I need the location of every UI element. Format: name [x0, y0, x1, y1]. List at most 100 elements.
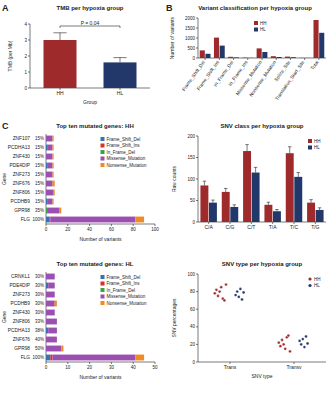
- bar: [243, 151, 251, 222]
- x-tick: [233, 58, 234, 60]
- legend-label: Nonsense_Mutation: [107, 301, 148, 306]
- x-tick-label: 50: [152, 365, 158, 370]
- point: [225, 283, 228, 286]
- y-tick-label: PCDHA13: [8, 328, 30, 333]
- bar: [47, 145, 52, 151]
- point: [289, 350, 292, 353]
- bar: [104, 62, 137, 88]
- legend-label: HL: [314, 283, 320, 288]
- y-axis-label: SNV percentages: [171, 298, 177, 338]
- y-axis-label: Raw counts: [171, 165, 177, 192]
- point: [279, 345, 282, 348]
- bar: [319, 33, 324, 58]
- bar: [46, 217, 49, 223]
- x-tick-label: T/C: [290, 224, 298, 230]
- bar: [53, 136, 54, 142]
- y-tick: [196, 200, 198, 201]
- bar: [135, 355, 144, 361]
- x-tick-label: T/A: [269, 224, 277, 230]
- y-tick-label: 2000: [185, 16, 196, 21]
- y-tick-label: 4: [24, 22, 27, 27]
- x-tick-label: 0: [45, 365, 48, 370]
- percent-label: 30%: [35, 301, 44, 306]
- y-tick-label: 500: [187, 46, 195, 51]
- x-tick-label: 80: [131, 227, 137, 232]
- y-tick-label: ZNF676: [13, 337, 31, 342]
- legend-label: HL: [314, 145, 320, 150]
- bar: [59, 208, 61, 214]
- point: [300, 343, 303, 346]
- y-tick-label: 150: [187, 155, 195, 160]
- error-bar: [245, 145, 248, 151]
- bar: [46, 172, 53, 178]
- bar: [44, 40, 77, 88]
- bar: [53, 163, 54, 169]
- bar: [53, 145, 54, 151]
- x-tick-label: 60: [109, 227, 115, 232]
- y-tick-label: 1500: [185, 26, 196, 31]
- bracket: [60, 26, 120, 27]
- y-tick: [28, 56, 30, 57]
- bar: [53, 172, 54, 178]
- bar: [46, 136, 53, 142]
- error-line: [60, 33, 61, 40]
- y-tick-label: ZNF430: [13, 310, 31, 315]
- y-tick: [196, 28, 198, 29]
- legend-label: Missense_Mutation: [107, 156, 146, 161]
- bar: [46, 301, 55, 307]
- bar: [46, 190, 54, 196]
- y-tick-label: 40: [190, 324, 196, 329]
- x-tick: [318, 58, 319, 60]
- x-tick: [67, 224, 68, 226]
- y-tick-label: ZNF806: [13, 319, 31, 324]
- legend-swatch: [101, 282, 105, 286]
- error-cap: [318, 207, 321, 208]
- bar: [248, 57, 253, 58]
- bar: [46, 283, 48, 289]
- plot-area: [200, 145, 323, 222]
- y-tick: [196, 136, 198, 137]
- bar: [54, 310, 55, 316]
- y-tick-label: 0: [192, 220, 195, 225]
- bar: [48, 328, 57, 334]
- y-tick-label: 60: [190, 307, 196, 312]
- point: [277, 341, 280, 344]
- bar: [273, 211, 281, 222]
- bar: [53, 199, 54, 205]
- bar: [234, 57, 239, 58]
- bar: [46, 208, 47, 214]
- bar: [135, 217, 144, 223]
- error-cap: [275, 209, 278, 210]
- x-tick-label: Missense_Mutation: [235, 59, 263, 96]
- percent-label: 100%: [32, 217, 44, 222]
- bar: [54, 283, 55, 289]
- legend-swatch: [101, 157, 105, 161]
- bracket: [120, 26, 121, 28]
- panel-label: A: [2, 3, 9, 13]
- title: Top ten mutated genes: HH: [56, 123, 134, 129]
- y-tick: [196, 344, 198, 345]
- bar: [50, 355, 52, 361]
- x-tick: [133, 362, 134, 364]
- legend-label: In_Frame_Del: [107, 288, 136, 293]
- y-tick: [196, 274, 198, 275]
- bar: [200, 185, 208, 222]
- x-tick-label: C/A: [204, 224, 213, 230]
- y-tick: [196, 48, 198, 49]
- y-tick: [196, 38, 198, 39]
- x-tick: [133, 224, 134, 226]
- error-line: [289, 147, 290, 153]
- error-cap: [288, 146, 291, 147]
- title: Variant classification per hypoxia group: [198, 5, 312, 11]
- legend-swatch: [101, 144, 105, 148]
- bar: [299, 57, 304, 58]
- point: [303, 346, 306, 349]
- bar: [220, 46, 225, 58]
- percent-label: 30%: [35, 274, 44, 279]
- error-cap: [297, 172, 300, 173]
- x-tick: [111, 362, 112, 364]
- legend-swatch: [101, 295, 105, 299]
- y-tick: [28, 24, 30, 25]
- bar: [214, 38, 219, 58]
- bar: [307, 203, 315, 222]
